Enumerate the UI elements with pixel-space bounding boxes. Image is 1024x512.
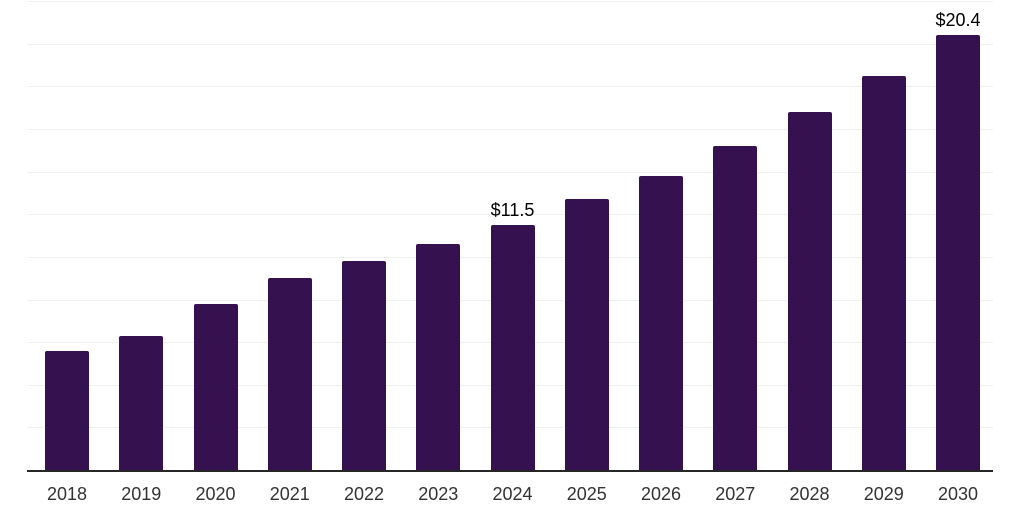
bar-2025 bbox=[564, 199, 609, 470]
bar-2027 bbox=[713, 146, 758, 470]
x-tick-label-2021: 2021 bbox=[269, 484, 310, 504]
bar-2028 bbox=[787, 111, 832, 470]
x-axis-line bbox=[27, 470, 993, 472]
value-label-2024: $11.5 bbox=[490, 199, 535, 220]
x-tick-label-2026: 2026 bbox=[640, 484, 682, 504]
gridline bbox=[27, 1, 993, 2]
bar-2030 bbox=[936, 35, 980, 470]
bar-2019 bbox=[119, 335, 164, 470]
bar-2024 bbox=[490, 224, 535, 470]
bar-2023 bbox=[416, 244, 461, 470]
x-tick-label-2019: 2019 bbox=[121, 484, 162, 504]
gridline bbox=[27, 214, 993, 216]
x-tick-label-2024: 2024 bbox=[492, 484, 533, 504]
bar-2022 bbox=[342, 261, 386, 470]
bar-2029 bbox=[861, 75, 906, 470]
x-tick-label-2022: 2022 bbox=[343, 484, 385, 504]
bar-2026 bbox=[639, 175, 683, 470]
bar-2020 bbox=[193, 303, 238, 470]
gridline bbox=[27, 128, 993, 130]
x-tick-label-2027: 2027 bbox=[715, 484, 756, 504]
x-tick-label-2020: 2020 bbox=[195, 484, 236, 504]
x-tick-label-2023: 2023 bbox=[418, 484, 459, 504]
bar-2021 bbox=[267, 278, 312, 470]
gridline bbox=[27, 86, 993, 88]
x-tick-label-2028: 2028 bbox=[789, 484, 830, 504]
bar-2018 bbox=[45, 350, 89, 470]
x-tick-label-2025: 2025 bbox=[566, 484, 607, 504]
x-tick-label-2029: 2029 bbox=[863, 484, 904, 504]
gridline bbox=[27, 171, 993, 173]
gridline bbox=[27, 43, 993, 45]
value-label-2030: $20.4 bbox=[935, 10, 981, 31]
x-tick-label-2018: 2018 bbox=[46, 484, 88, 504]
x-tick-label-2030: 2030 bbox=[937, 484, 979, 504]
